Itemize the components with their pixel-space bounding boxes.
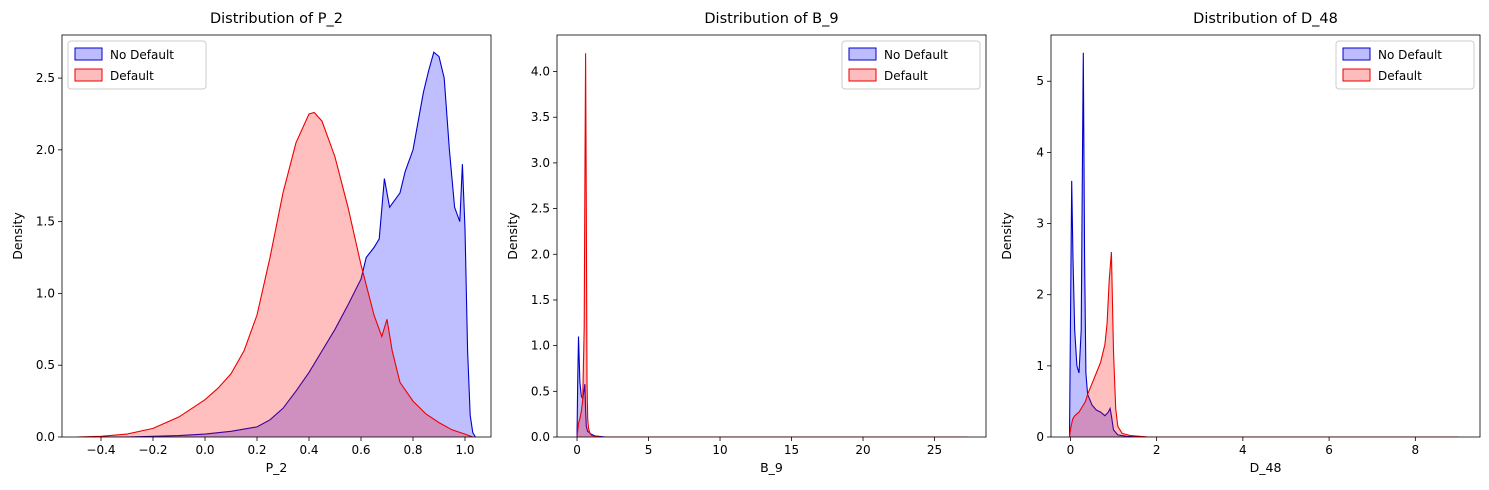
- x-axis-label: B_9: [760, 460, 783, 475]
- x-tick-label: 5: [645, 443, 653, 457]
- x-tick-label: 1.0: [455, 443, 474, 457]
- density-fill-series-2: [577, 53, 968, 437]
- legend-label: Default: [110, 69, 154, 83]
- density-line-series-1: [576, 336, 968, 437]
- y-tick-label: 1.5: [36, 215, 55, 229]
- chart-panel-1: −0.4 −0.2 0.0 0.2 0.4 0.6 0.8 1.0 0.0 0.5 1.0 1.5 2.…: [10, 11, 492, 475]
- x-tick-label: 8: [1412, 443, 1420, 457]
- y-tick-label: 1: [1036, 359, 1044, 373]
- x-tick-label: 2: [1153, 443, 1161, 457]
- density-line-series-2: [1068, 251, 1459, 437]
- y-tick-label: 4.0: [531, 65, 550, 79]
- y-tick-label: 0.5: [531, 384, 550, 398]
- legend-label: Default: [884, 69, 928, 83]
- y-tick-label: 3.0: [531, 156, 550, 170]
- density-fill-series-1: [1069, 52, 1459, 437]
- legend-label: No Default: [884, 48, 948, 62]
- x-tick-label: −0.4: [86, 443, 115, 457]
- legend-swatch: [1342, 47, 1371, 61]
- legend: No Default Default: [1335, 40, 1475, 90]
- axes-frame: [556, 34, 987, 438]
- legend: No Default Default: [67, 40, 207, 90]
- density-line-series-1: [77, 51, 476, 437]
- y-axis-label: Density: [505, 212, 520, 260]
- y-tick-label: 2.0: [36, 143, 55, 157]
- x-tick-label: 0.4: [299, 443, 318, 457]
- plot-area: [77, 51, 476, 437]
- density-fill-series-1: [77, 52, 476, 437]
- x-tick-label: 10: [712, 443, 727, 457]
- legend: No Default Default: [841, 40, 981, 90]
- y-axis-label: Density: [999, 212, 1014, 260]
- density-line-series-2: [77, 111, 473, 437]
- x-tick-label: 0.2: [247, 443, 266, 457]
- x-tick-label: 20: [855, 443, 870, 457]
- plot-area: [1068, 52, 1459, 437]
- legend-label: No Default: [1378, 48, 1442, 62]
- y-tick-label: 0.5: [36, 358, 55, 372]
- y-tick-label: 2: [1036, 288, 1044, 302]
- legend-swatch: [74, 68, 103, 82]
- axes-frame: [1050, 34, 1481, 438]
- x-axis-label: D_48: [1250, 460, 1282, 475]
- legend-label: No Default: [110, 48, 174, 62]
- x-tick-label: 0.0: [195, 443, 214, 457]
- legend-swatch: [74, 47, 103, 61]
- y-tick-label: 2.5: [531, 202, 550, 216]
- x-tick-label: 0: [573, 443, 581, 457]
- x-tick-label: 0.6: [351, 443, 370, 457]
- y-tick-label: 1.5: [531, 293, 550, 307]
- y-tick-label: 0.0: [36, 430, 55, 444]
- x-tick-label: 25: [927, 443, 942, 457]
- x-tick-label: 6: [1325, 443, 1333, 457]
- y-tick-label: 4: [1036, 145, 1044, 159]
- density-fill-series-2: [1069, 252, 1459, 437]
- chart-title: Distribution of P_2: [210, 11, 343, 27]
- plot-area: [576, 53, 968, 437]
- density-line-series-2: [576, 53, 968, 437]
- density-fill-series-2: [77, 112, 473, 437]
- x-tick-label: −0.2: [138, 443, 167, 457]
- x-tick-label: 4: [1239, 443, 1247, 457]
- y-tick-label: 1.0: [531, 339, 550, 353]
- y-tick-label: 0.0: [531, 430, 550, 444]
- y-tick-label: 0: [1036, 430, 1044, 444]
- y-tick-label: 2.5: [36, 71, 55, 85]
- density-fill-series-1: [577, 336, 968, 437]
- density-line-series-1: [1068, 52, 1459, 437]
- y-tick-label: 2.0: [531, 247, 550, 261]
- y-axis-label: Density: [10, 212, 25, 260]
- legend-label: Default: [1378, 69, 1422, 83]
- chart-panel-2: 0 5 10 15 20 25 0.0 0.5 1.0 1.5 2.0 2.5 3.0 3.5 4.0 Dis…: [505, 11, 987, 475]
- y-tick-label: 5: [1036, 74, 1044, 88]
- chart-title: Distribution of D_48: [1193, 11, 1338, 27]
- chart-panel-3: 0 2 4 6 8 0 1 2 3 4 5 Distribution of D_48 D_48 Densi…: [999, 11, 1481, 475]
- axes-frame: [61, 34, 492, 438]
- x-tick-label: 0: [1067, 443, 1075, 457]
- chart-title: Distribution of B_9: [704, 11, 838, 27]
- legend-swatch: [1342, 68, 1371, 82]
- x-axis-label: P_2: [266, 460, 288, 475]
- legend-swatch: [848, 47, 877, 61]
- y-tick-label: 3.5: [531, 110, 550, 124]
- x-tick-label: 15: [784, 443, 799, 457]
- y-tick-label: 1.0: [36, 286, 55, 300]
- x-tick-label: 0.8: [403, 443, 422, 457]
- legend-swatch: [848, 68, 877, 82]
- y-tick-label: 3: [1036, 217, 1044, 231]
